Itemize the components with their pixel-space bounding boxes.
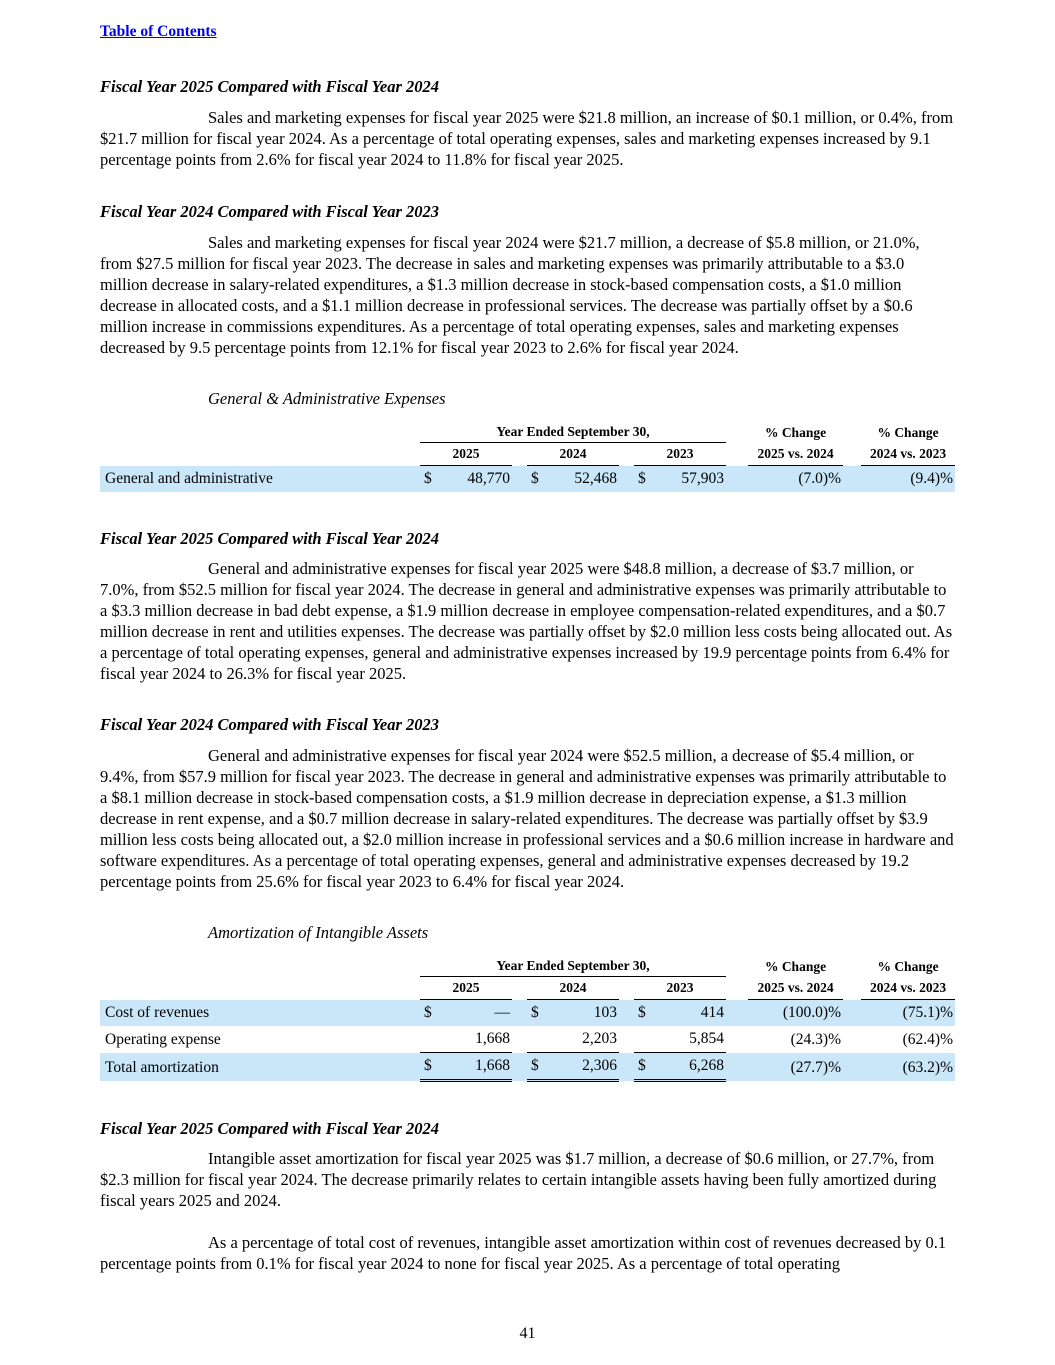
value-2025: 48,770 [440,465,512,492]
currency-symbol: $ [527,1052,547,1082]
year-header-2023: 2023 [634,442,727,466]
value-2025: 1,668 [440,1026,512,1053]
paragraph-amort-pct: As a percentage of total cost of revenue… [100,1233,947,1273]
subheading-amortization: Amortization of Intangible Assets [208,923,429,942]
pct-change-2025-2024: (100.0)% [748,999,844,1026]
value-2023: 6,268 [654,1052,727,1082]
value-2024: 2,306 [547,1052,619,1082]
table-row-general-administrative: General and administrative $ 48,770 $ 52… [100,465,956,492]
pct-change-2025-2024: (27.7)% [748,1052,844,1081]
paragraph-ga-fy2025: General and administrative expenses for … [100,559,953,683]
amortization-table: Year Ended September 30, % Change % Chan… [100,957,956,1082]
row-label: Total amortization [100,1052,420,1081]
ga-expenses-table: Year Ended September 30, % Change % Chan… [100,423,956,492]
year-header-2024: 2024 [527,442,619,466]
pct-change-2024-2023: (9.4)% [861,465,956,492]
table-row-cost-of-revenues: Cost of revenues $ — $ 103 $ 414 (100.0)… [100,999,956,1026]
currency-symbol: $ [527,465,547,492]
pct-compare-header-2025-2024: 2025 vs. 2024 [748,442,844,466]
currency-symbol: $ [634,465,654,492]
value-2025: — [440,999,512,1026]
pct-compare-header-2025-2024: 2025 vs. 2024 [748,976,844,1000]
currency-symbol: $ [420,999,440,1026]
subheading-general-administrative: General & Administrative Expenses [208,389,446,408]
value-2025: 1,668 [440,1052,512,1082]
pct-change-2024-2023: (63.2)% [861,1052,956,1081]
year-ended-header: Year Ended September 30, [420,957,727,977]
row-label: General and administrative [100,465,420,492]
currency-symbol: $ [527,999,547,1026]
currency-symbol: $ [634,1052,654,1082]
pct-change-header: % Change [764,424,827,440]
row-label: Cost of revenues [100,999,420,1026]
value-2024: 52,468 [547,465,619,492]
table-of-contents-link[interactable]: Table of Contents [100,23,217,40]
paragraph-amort-fy2025: Intangible asset amortization for fiscal… [100,1149,937,1210]
value-2024: 2,203 [547,1026,619,1053]
table-header-row-group: Year Ended September 30, % Change % Chan… [100,957,955,977]
table-row-operating-expense: Operating expense 1,668 2,203 5,854 (24.… [100,1026,955,1053]
paragraph-sm-fy2025: Sales and marketing expenses for fiscal … [100,108,954,169]
pct-change-header: % Change [877,424,939,440]
pct-compare-header-2024-2023: 2024 vs. 2023 [861,442,956,466]
value-2024: 103 [547,999,619,1026]
section-heading-sm-fy2024: Fiscal Year 2024 Compared with Fiscal Ye… [100,202,440,221]
year-header-2025: 2025 [420,442,512,466]
pct-change-header: % Change [877,958,939,974]
pct-change-2024-2023: (62.4)% [902,1030,954,1048]
paragraph-ga-fy2024: General and administrative expenses for … [100,746,954,891]
paragraph-sm-fy2024: Sales and marketing expenses for fiscal … [100,233,920,357]
currency-symbol: $ [634,999,654,1026]
value-2023: 57,903 [654,465,727,492]
section-heading-sm-fy2025: Fiscal Year 2025 Compared with Fiscal Ye… [100,77,440,96]
row-label: Operating expense [105,1030,221,1048]
value-2023: 414 [654,999,727,1026]
year-header-2025: 2025 [420,976,512,1000]
currency-symbol: $ [420,1052,440,1082]
year-header-2023: 2023 [634,976,727,1000]
year-header-2024: 2024 [527,976,619,1000]
currency-symbol: $ [420,465,440,492]
pct-change-header: % Change [764,958,827,974]
section-heading-ga-fy2025: Fiscal Year 2025 Compared with Fiscal Ye… [100,529,440,548]
year-ended-header: Year Ended September 30, [420,423,727,443]
section-heading-amort-fy2025: Fiscal Year 2025 Compared with Fiscal Ye… [100,1119,440,1138]
pct-change-2025-2024: (24.3)% [790,1030,842,1048]
table-header-row-years: 2025 2024 2023 2025 vs. 2024 2024 vs. 20… [100,442,956,466]
pct-change-2025-2024: (7.0)% [748,465,844,492]
table-header-row-group: Year Ended September 30, % Change % Chan… [100,423,955,443]
section-heading-ga-fy2024: Fiscal Year 2024 Compared with Fiscal Ye… [100,715,440,734]
page-number: 41 [519,1325,536,1342]
pct-change-2024-2023: (75.1)% [861,999,956,1026]
table-header-row-years: 2025 2024 2023 2025 vs. 2024 2024 vs. 20… [100,976,956,1000]
table-row-total-amortization: Total amortization $ 1,668 $ 2,306 $ 6,2… [100,1052,956,1082]
value-2023: 5,854 [654,1026,727,1053]
pct-compare-header-2024-2023: 2024 vs. 2023 [861,976,956,1000]
